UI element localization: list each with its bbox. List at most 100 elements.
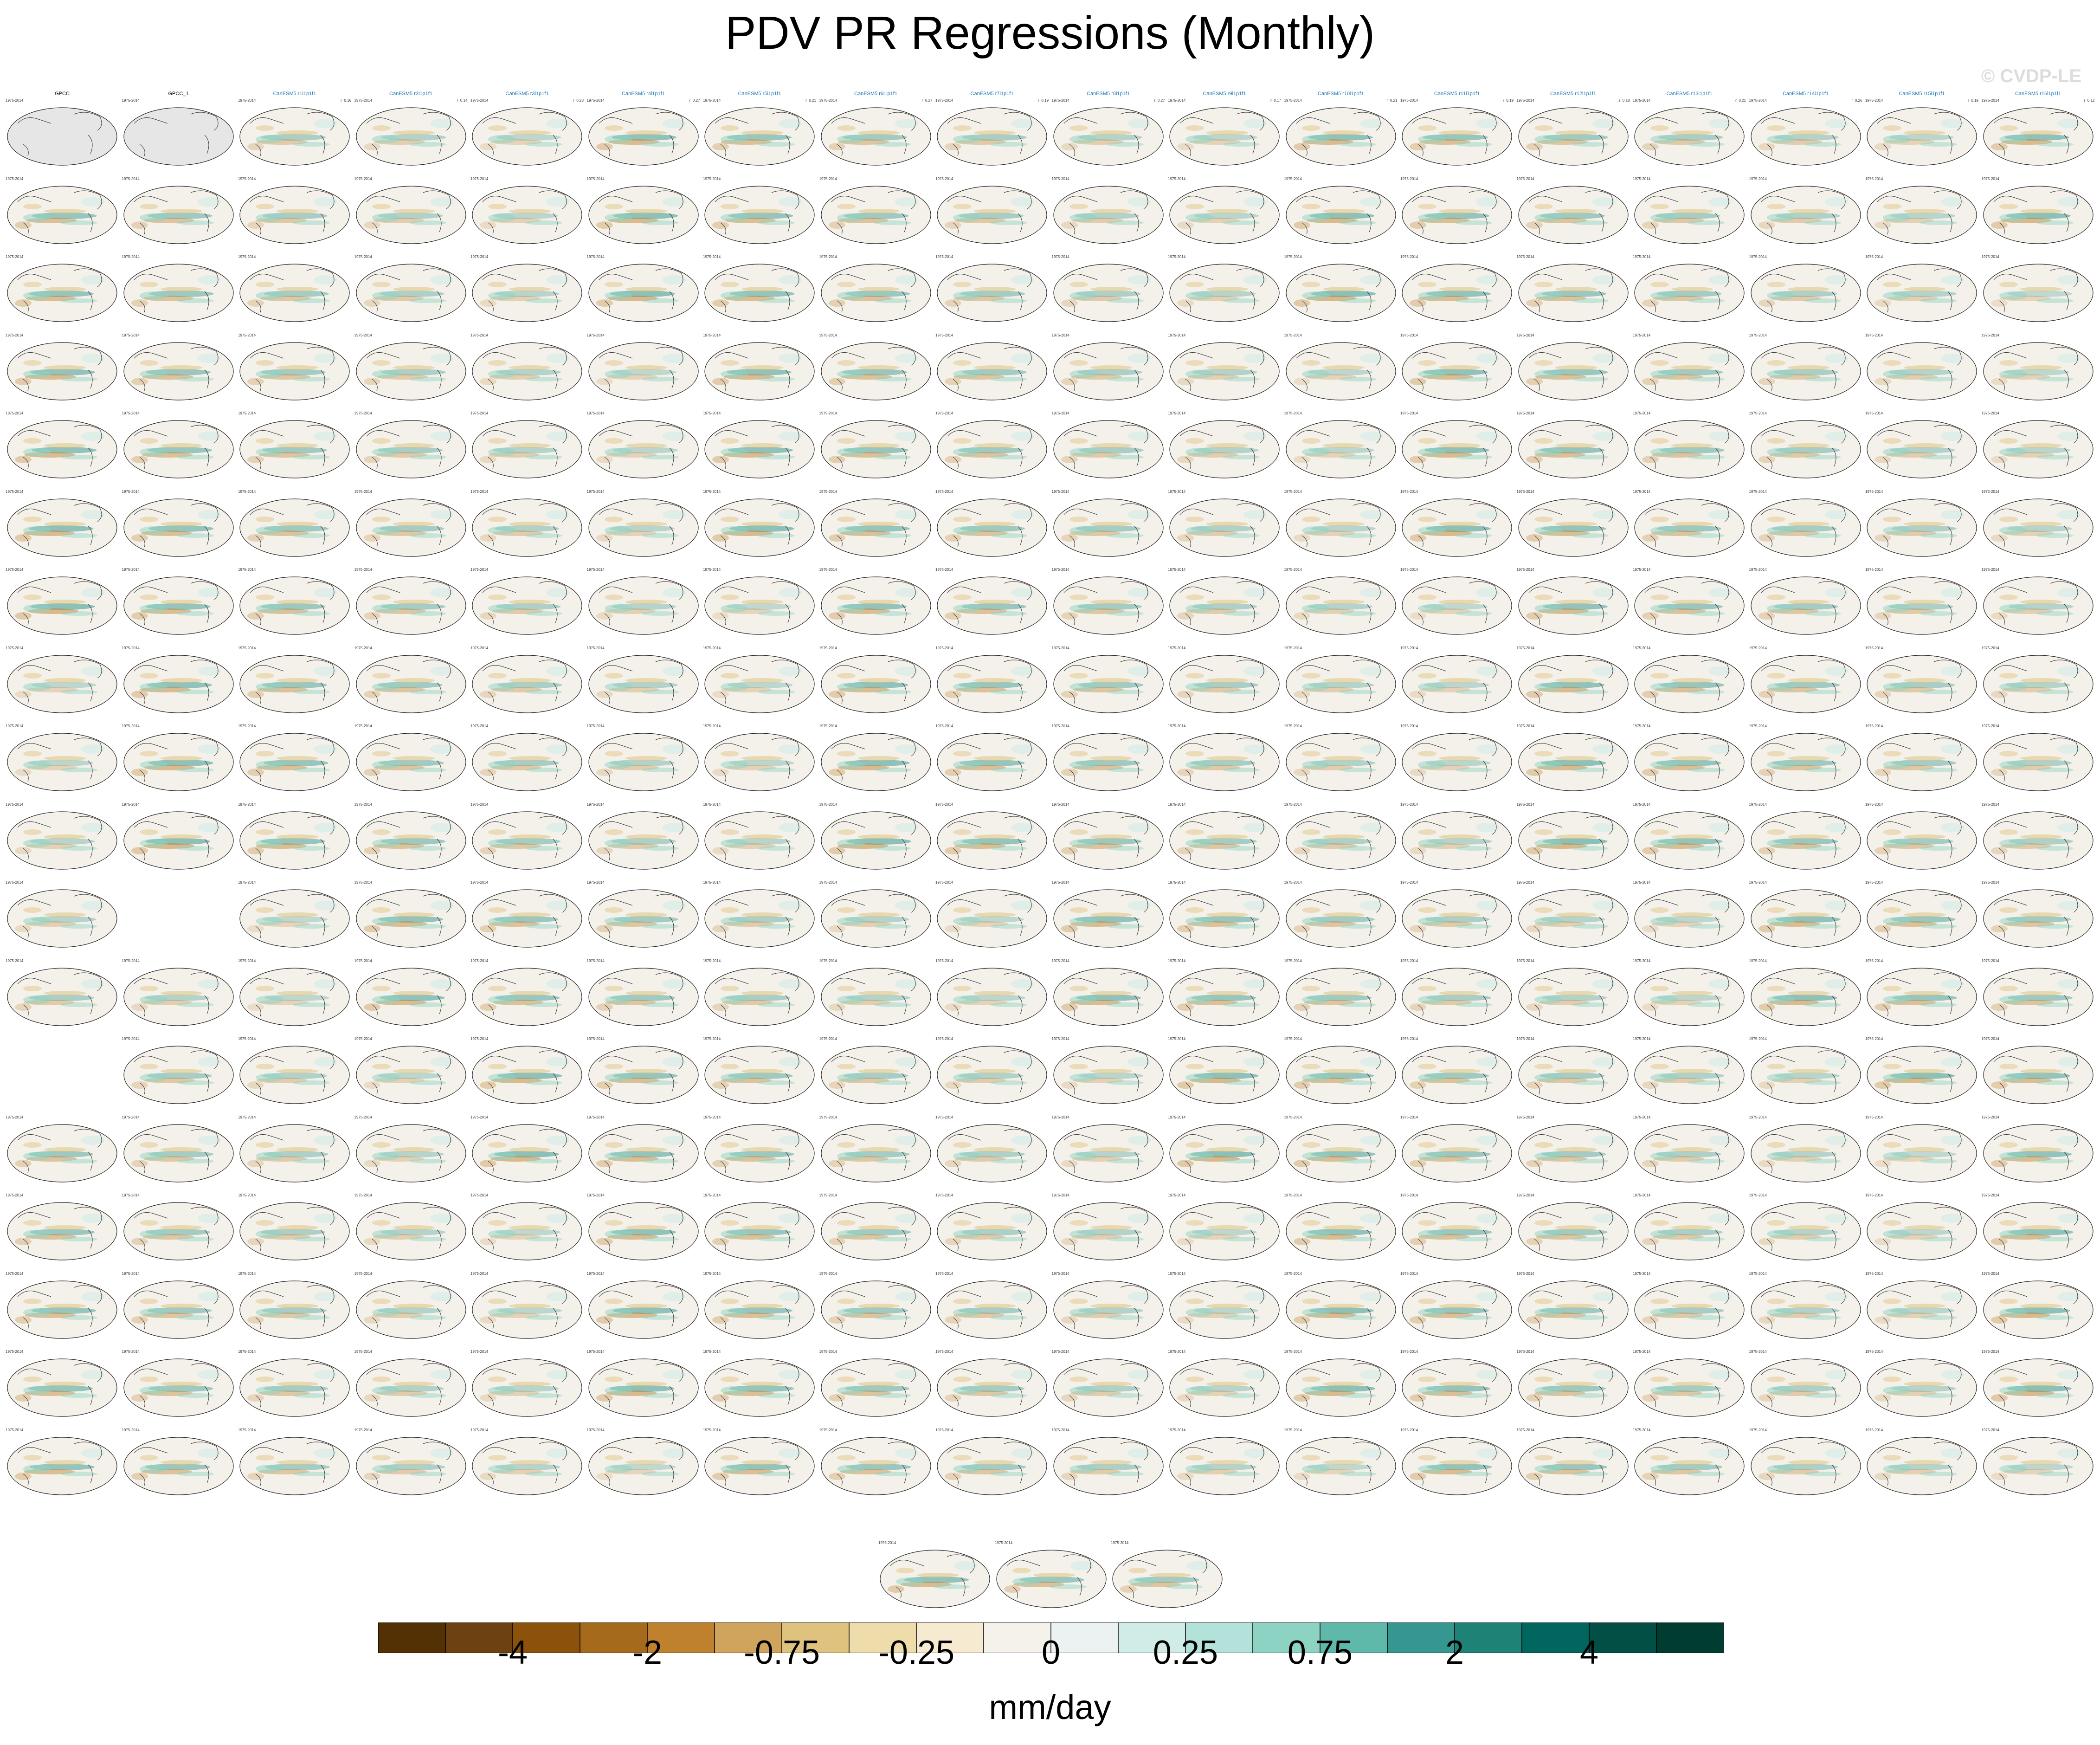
map-svg [239,967,350,1026]
regression-map-panel: 1975-2014 [1748,247,1863,323]
panel-years: 1975-2014 [1168,880,1186,885]
map-svg [1518,1280,1629,1339]
regression-map-panel: 1975-2014 [1748,169,1863,246]
regression-map-panel: 1975-2014 [1864,1342,1979,1418]
panel-years: 1975-2014 [122,646,140,650]
regression-map-panel: 1975-2014 [1632,169,1747,246]
panel-years: 1975-2014 [6,98,24,103]
panel-years: 1975-2014 [935,176,953,181]
map-svg [355,264,466,322]
panel-years: 1975-2014 [6,958,24,963]
regression-map-panel: 1975-2014 [1981,1029,2096,1105]
regression-map-panel: 1975-2014 [5,482,120,558]
map-svg [704,654,815,713]
map-svg [1750,1436,1861,1495]
panel-years: 1975-2014 [1400,1193,1418,1197]
panel-years: 1975-2014 [819,646,837,650]
panel-years: 1975-2014 [6,802,24,807]
regression-map-panel: 1975-2014 [1167,1421,1282,1497]
map-svg [588,1280,699,1339]
colorbar-tick-label: 0.25 [1153,1634,1218,1671]
map-svg [1053,1280,1164,1339]
regression-map-panel: 1975-2014 [1981,247,2096,323]
panel-years: 1975-2014 [1749,1037,1767,1041]
panel-years: 1975-2014 [1400,802,1418,807]
map-svg [820,576,931,635]
regression-map-panel: 1975-2014 [470,404,585,480]
panel-years: 1975-2014 [586,1271,605,1276]
panel-label: CanESM5 r6i1p1f1 [854,91,897,97]
regression-map-panel: 1975-2014 [1399,1421,1514,1497]
regression-map-panel: 1975-2014 [1167,1029,1282,1105]
panel-years: 1975-2014 [703,1115,721,1119]
panel-years: 1975-2014 [354,333,372,337]
map-svg [820,264,931,322]
panel-years: 1975-2014 [470,411,489,415]
colorbar-segment [916,1622,985,1653]
panel-years: 1975-2014 [238,1271,256,1276]
map-svg [1169,967,1280,1026]
panel-years: 1975-2014 [1051,1037,1069,1041]
regression-map-panel: 1975-2014 [702,795,817,871]
map-svg [472,185,582,244]
map-svg [1750,1046,1861,1104]
map-svg [1983,1046,2094,1104]
panel-years: 1975-2014 [470,958,489,963]
panel-years: 1975-2014 [470,333,489,337]
regression-map-panel: 1975-2014 [5,717,120,793]
panel-years: 1975-2014 [1516,98,1534,103]
panel-years: 1975-2014 [1516,724,1534,728]
regression-map-panel: 1975-2014 [1864,873,1979,949]
regression-map-panel: 1975-2014 [354,482,469,558]
map-svg [1867,1280,1977,1339]
colorbar-segment [1320,1622,1388,1653]
panel-years: 1975-2014 [1749,1115,1767,1119]
map-svg [1053,654,1164,713]
regression-map-panel: 1975-2014 [237,951,352,1028]
panel-years: 1975-2014 [1284,880,1302,885]
map-svg [1750,1358,1861,1417]
panel-years: 1975-2014 [122,1193,140,1197]
map-svg [937,264,1047,322]
colorbar-tick-label: 2 [1445,1634,1464,1671]
regression-map-panel: 1975-2014 [354,1108,469,1184]
panel-years: 1975-2014 [1865,176,1883,181]
regression-map-panel: 1975-2014 [1516,169,1631,246]
map-svg [123,1436,234,1495]
map-svg [704,1202,815,1260]
map-svg [123,107,234,166]
regression-map-panel: 1975-2014 [354,1264,469,1340]
panel-years: 1975-2014 [354,411,372,415]
panel-years: 1975-2014 [1749,724,1767,728]
map-svg [820,1436,931,1495]
panel-years: 1975-2014 [1400,255,1418,259]
regression-map-panel: 1975-2014 [1167,1342,1282,1418]
regression-map-panel: 1975-2014 [1283,404,1398,480]
panel-years: 1975-2014 [935,880,953,885]
map-svg [937,342,1047,401]
map-svg [820,733,931,791]
colorbar-segment [1118,1622,1186,1653]
regression-map-panel: 1975-2014 [5,873,120,949]
panel-years: 1975-2014 [354,802,372,807]
map-svg [1169,1202,1280,1260]
panel-years: 1975-2014 [1516,1037,1534,1041]
regression-map-panel: 1975-2014 [1516,1264,1631,1340]
map-svg [1169,733,1280,791]
panel-years: 1975-2014 [703,176,721,181]
map-svg [820,498,931,557]
map-svg [1169,1358,1280,1417]
panel-years: 1975-2014 [6,411,24,415]
map-svg [588,1046,699,1104]
regression-map-panel: 1975-2014 [1051,247,1166,323]
regression-map-panel: 1975-2014 [354,404,469,480]
regression-map-panel: 1975-2014 [702,1264,817,1340]
regression-map-panel: 1975-2014 [237,1108,352,1184]
panel-years: 1975-2014 [238,1428,256,1432]
map-svg [1402,1280,1512,1339]
regression-map-panel: 1975-2014 [1283,717,1398,793]
regression-map-panel: 1975-2014 [1632,1186,1747,1262]
map-svg [1983,107,2094,166]
panel-years: 1975-2014 [703,1271,721,1276]
regression-map-panel: 1975-2014 [470,639,585,715]
